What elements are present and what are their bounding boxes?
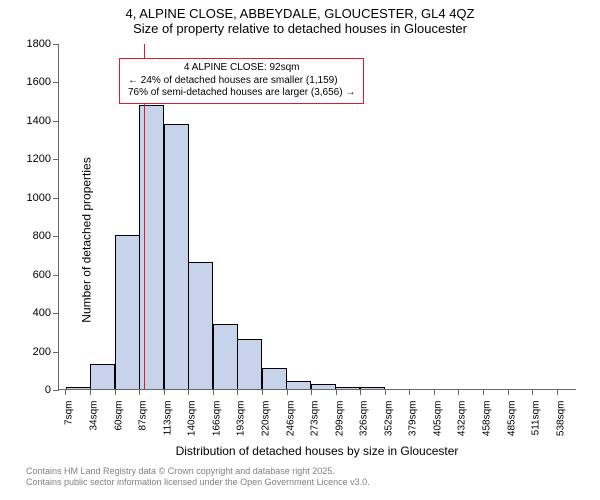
x-tick-label: 273sqm <box>310 401 321 437</box>
x-tick-label: 113sqm <box>162 401 173 436</box>
y-tick-label: 1800 <box>27 38 51 50</box>
callout-box: 4 ALPINE CLOSE: 92sqm← 24% of detached h… <box>119 58 364 104</box>
x-tick-label: 511sqm <box>531 401 542 436</box>
x-tick-label: 352sqm <box>383 401 394 437</box>
histogram-bar <box>115 235 140 389</box>
histogram-bar <box>335 387 360 389</box>
callout-row3: 76% of semi-detached houses are larger (… <box>128 87 355 100</box>
plot-wrap: 0200400600800100012001400160018007sqm34s… <box>58 44 576 390</box>
x-tick <box>237 389 238 395</box>
x-tick <box>385 389 386 395</box>
y-tick-label: 1000 <box>27 192 51 204</box>
chart-title-line1: 4, ALPINE CLOSE, ABBEYDALE, GLOUCESTER, … <box>0 6 600 21</box>
attribution-line1: Contains HM Land Registry data © Crown c… <box>26 466 370 477</box>
y-tick <box>53 82 59 83</box>
x-tick-label: 299sqm <box>334 401 345 437</box>
y-tick-label: 400 <box>33 307 51 319</box>
x-tick-label: 485sqm <box>506 401 517 437</box>
attribution: Contains HM Land Registry data © Crown c… <box>26 466 370 489</box>
x-tick-label: 140sqm <box>187 401 198 437</box>
y-tick <box>53 198 59 199</box>
y-tick <box>53 236 59 237</box>
x-tick <box>434 389 435 395</box>
histogram-bar <box>286 381 311 389</box>
y-tick-label: 1400 <box>27 115 51 127</box>
y-tick-label: 1600 <box>27 76 51 88</box>
x-tick-label: 7sqm <box>64 401 75 425</box>
y-tick-label: 600 <box>33 269 51 281</box>
histogram-bar <box>139 105 164 389</box>
attribution-line2: Contains public sector information licen… <box>26 477 370 488</box>
histogram-bar <box>213 324 238 389</box>
x-tick-label: 326sqm <box>359 401 370 437</box>
histogram-bar <box>262 368 287 389</box>
histogram-bar <box>66 387 91 389</box>
x-tick <box>532 389 533 395</box>
chart-title-line2: Size of property relative to detached ho… <box>0 21 600 36</box>
x-tick <box>287 389 288 395</box>
y-tick <box>53 390 59 391</box>
histogram-bar <box>237 339 262 389</box>
callout-row2: ← 24% of detached houses are smaller (1,… <box>128 75 355 88</box>
x-tick <box>336 389 337 395</box>
x-tick <box>90 389 91 395</box>
y-tick <box>53 159 59 160</box>
x-tick <box>262 389 263 395</box>
x-tick <box>139 389 140 395</box>
x-tick <box>311 389 312 395</box>
y-tick-label: 200 <box>33 346 51 358</box>
x-tick-label: 379sqm <box>408 401 419 437</box>
x-tick-label: 87sqm <box>138 401 149 431</box>
x-tick <box>188 389 189 395</box>
y-tick <box>53 275 59 276</box>
histogram-bar <box>90 364 115 389</box>
y-tick <box>53 44 59 45</box>
y-tick <box>53 352 59 353</box>
x-tick-label: 458sqm <box>481 401 492 437</box>
histogram-bar <box>360 387 385 389</box>
y-tick <box>53 121 59 122</box>
y-tick-label: 1200 <box>27 153 51 165</box>
x-tick-label: 220sqm <box>260 401 271 437</box>
histogram-bar <box>188 262 213 389</box>
x-tick <box>360 389 361 395</box>
histogram-bar <box>164 124 189 389</box>
x-tick-label: 246sqm <box>285 401 296 437</box>
x-tick <box>409 389 410 395</box>
x-tick <box>65 389 66 395</box>
x-tick-label: 166sqm <box>211 401 222 437</box>
x-tick <box>508 389 509 395</box>
x-tick-label: 34sqm <box>89 401 100 431</box>
x-tick <box>458 389 459 395</box>
x-tick <box>483 389 484 395</box>
x-tick-label: 538sqm <box>555 401 566 437</box>
x-tick <box>115 389 116 395</box>
callout-row1: 4 ALPINE CLOSE: 92sqm <box>128 62 355 75</box>
x-axis-label: Distribution of detached houses by size … <box>58 444 576 458</box>
histogram-bar <box>311 384 336 389</box>
y-tick-label: 0 <box>45 384 51 396</box>
x-tick-label: 405sqm <box>432 401 443 437</box>
y-tick-label: 800 <box>33 230 51 242</box>
x-tick <box>213 389 214 395</box>
x-tick-label: 193sqm <box>236 401 247 437</box>
x-tick <box>557 389 558 395</box>
plot-area: 0200400600800100012001400160018007sqm34s… <box>58 44 576 390</box>
x-tick-label: 432sqm <box>457 401 468 437</box>
y-tick <box>53 313 59 314</box>
x-tick <box>164 389 165 395</box>
x-tick-label: 60sqm <box>113 401 124 431</box>
